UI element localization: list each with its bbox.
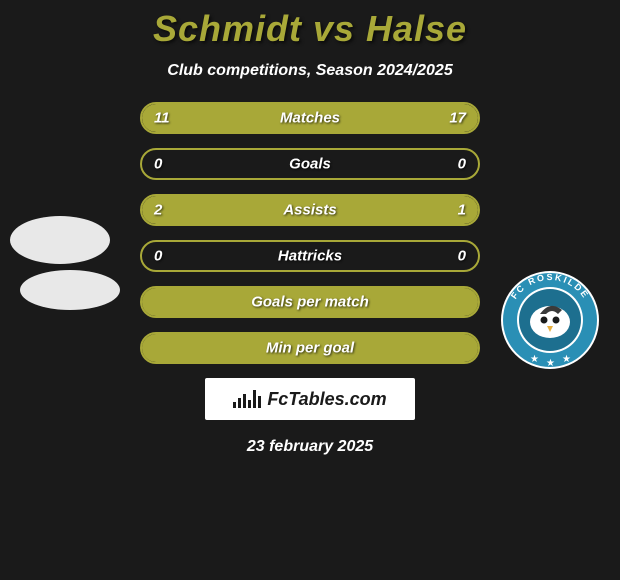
svg-text:★: ★ (530, 354, 539, 365)
fctables-text: FcTables.com (267, 389, 386, 410)
date-label: 23 february 2025 (0, 438, 620, 456)
left-club-logo-2 (20, 270, 120, 310)
stat-row: 11 17 Matches (140, 102, 480, 134)
stat-value-right: 0 (458, 248, 466, 265)
svg-text:★: ★ (546, 358, 555, 369)
stat-label: Matches (280, 110, 340, 127)
stat-label: Assists (283, 202, 336, 219)
comparison-title: Schmidt vs Halse (0, 0, 620, 50)
stat-row: Goals per match (140, 286, 480, 318)
stat-row: Min per goal (140, 332, 480, 364)
stat-value-left: 2 (154, 202, 162, 219)
stat-value-right: 0 (458, 156, 466, 173)
svg-text:★: ★ (562, 354, 571, 365)
stat-label: Hattricks (278, 248, 342, 265)
stat-row: 0 0 Goals (140, 148, 480, 180)
comparison-subtitle: Club competitions, Season 2024/2025 (0, 62, 620, 80)
stat-label: Goals (289, 156, 331, 173)
stat-label: Min per goal (266, 340, 354, 357)
fctables-watermark: FcTables.com (205, 378, 415, 420)
stat-value-left: 0 (154, 156, 162, 173)
left-club-logo-1 (10, 216, 110, 264)
stat-row: 2 1 Assists (140, 194, 480, 226)
stats-area: FC ROSKILDE ★ ★ ★ 1117Matches00Goals21As… (0, 102, 620, 364)
bar-chart-icon (233, 390, 261, 408)
stat-value-right: 1 (458, 202, 466, 219)
stat-value-left: 11 (154, 110, 170, 127)
stat-value-left: 0 (154, 248, 162, 265)
right-club-badge: FC ROSKILDE ★ ★ ★ (500, 270, 600, 370)
stat-label: Goals per match (251, 294, 369, 311)
stat-row: 0 0 Hattricks (140, 240, 480, 272)
stat-value-right: 17 (449, 110, 466, 127)
